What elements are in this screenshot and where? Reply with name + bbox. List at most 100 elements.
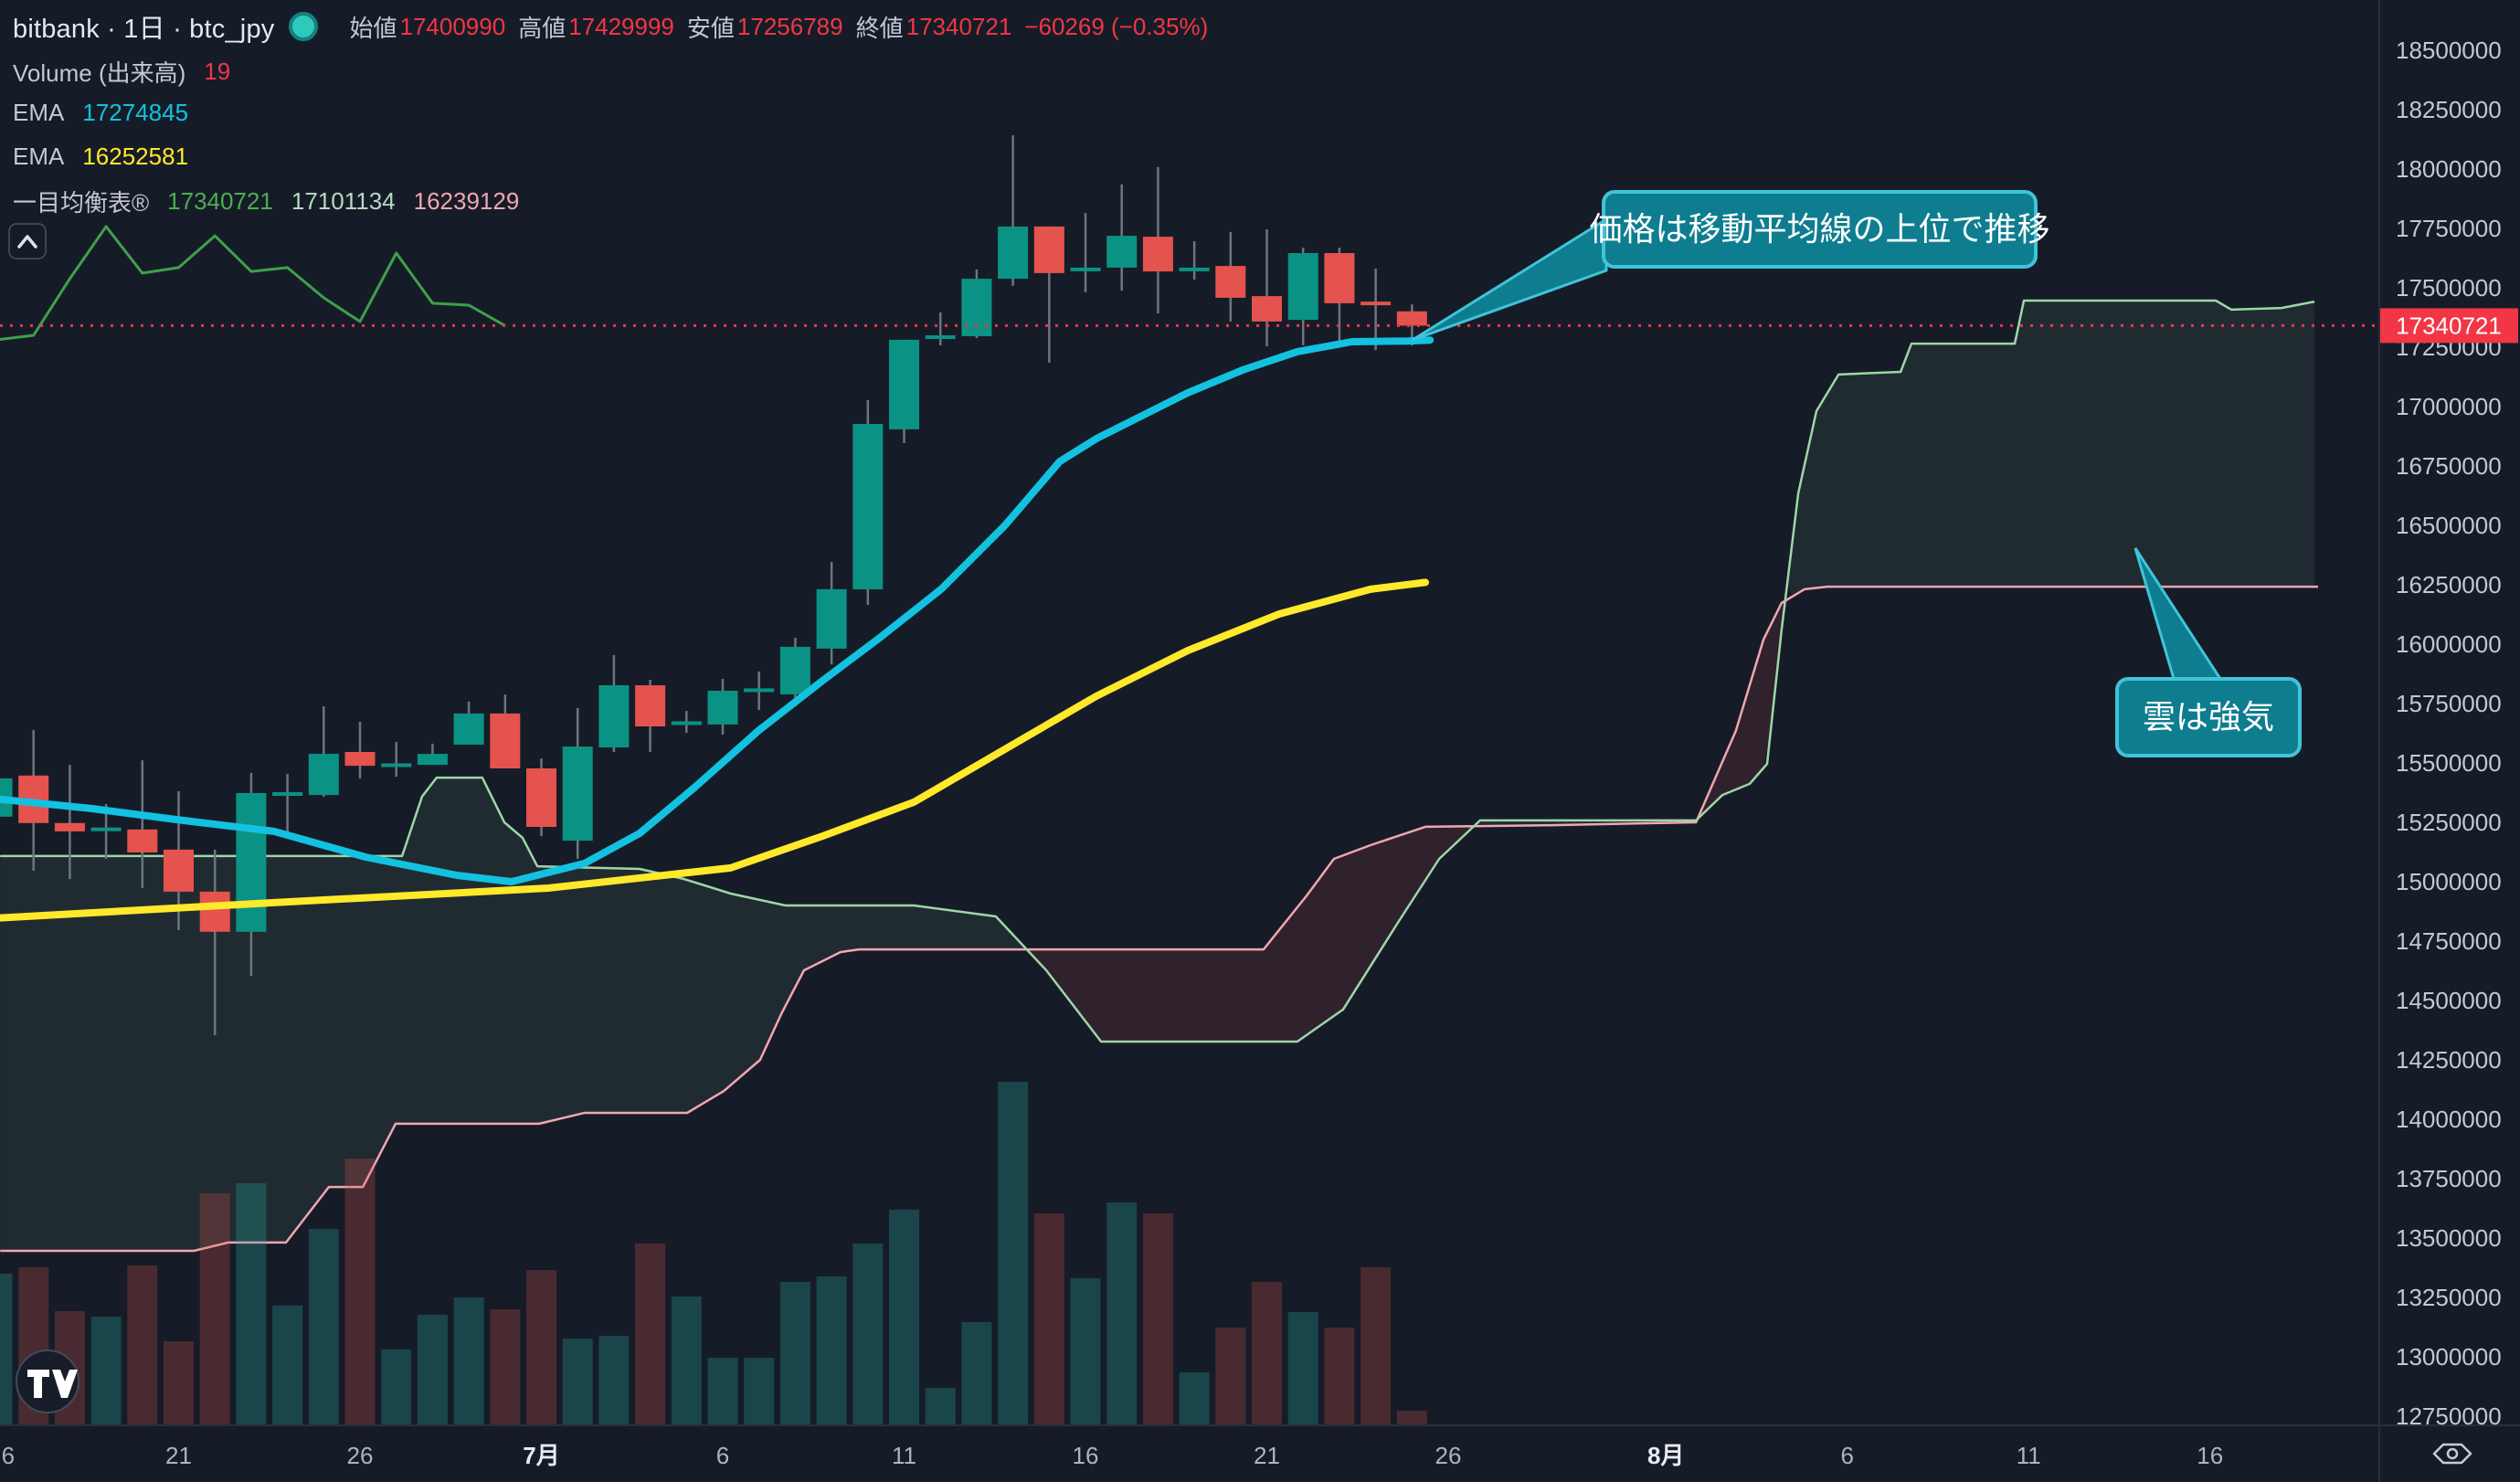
candle-down [1396,311,1427,326]
volume-bar [164,1341,194,1424]
high-label: 高値 [518,14,566,42]
low-label: 安値 [686,14,735,42]
ema-fast-line [0,336,1435,885]
collapse-button-frame [8,223,47,259]
price-axis-label: 13250000 [2396,1284,2502,1311]
candle-up [889,339,919,429]
volume-bar [1179,1372,1210,1424]
time-axis-label: 21 [1254,1442,1280,1469]
volume-value: 19 [204,58,231,85]
price-axis-label: 17000000 [2396,393,2502,420]
volume-bar [344,1159,376,1424]
candle-down [164,849,194,892]
ichimoku-cloud-bearish [1026,824,1477,1042]
symbol-title[interactable]: bitbank · 1日 · btc_jpy [13,15,275,44]
candle-down [199,891,230,932]
time-axis-label: 16 [1073,1442,1099,1469]
tradingview-logo[interactable] [16,1350,79,1413]
candle-up [671,721,702,725]
candle-down [1033,226,1064,273]
volume-bar [0,1274,13,1424]
time-axis-label: 11 [2017,1442,2041,1469]
volume-bar [635,1244,666,1424]
time-axis-label: 26 [347,1442,374,1469]
candle-up [308,754,339,796]
chart-header: bitbank · 1日 · btc_jpy 始値 17400990 高値 1742… [13,7,1208,46]
callout-box [2115,677,2302,757]
candle-up [1179,267,1210,271]
volume-bar [925,1388,956,1424]
low-value: 17256789 [736,12,843,40]
candle-up [417,754,448,766]
volume-bar [707,1358,738,1424]
price-axis-label: 15250000 [2396,809,2502,836]
candle-down [1142,237,1173,272]
volume-bar [961,1322,992,1424]
annotation-callout-0[interactable]: 価格は移動平均線の上位で推移 [1412,190,2050,342]
time-axis-label: 11 [892,1442,916,1469]
candle-up [598,685,630,748]
candle-down [490,713,521,768]
price-axis-label: 14000000 [2396,1106,2502,1133]
volume-bar [562,1339,593,1424]
legend-collapse-button[interactable] [8,223,47,259]
volume-bar [1324,1328,1355,1424]
volume-bar [1396,1411,1427,1424]
ichimoku-label: 一目均衡表® [13,189,150,217]
price-axis-label: 16750000 [2396,452,2502,480]
candle-up [381,763,412,767]
candle-up [925,335,956,339]
tv-logo-t-glyph [27,1370,49,1398]
last-price-badge-value: 17340721 [2396,312,2502,339]
candle-up [1106,236,1138,268]
volume-bar [1033,1213,1064,1424]
volume-bar [1142,1213,1173,1424]
price-axis-label: 15500000 [2396,749,2502,777]
ichimoku-senkou-b-value: 16239129 [413,187,520,215]
candle-down [1324,253,1355,303]
legend-ema-fast[interactable]: EMA 17274845 [13,99,188,127]
time-axis-label: 16 [2197,1442,2223,1469]
price-axis-label: 18500000 [2396,37,2502,64]
chevron-up-icon [17,235,37,249]
legend-volume[interactable]: Volume (出来高) 19 [13,55,230,89]
volume-bar [598,1336,630,1424]
close-value: 17340721 [905,12,1012,40]
volume-bar [417,1315,448,1424]
ema-slow-label: EMA [13,143,65,170]
high-value: 17429999 [568,12,674,40]
volume-bar [381,1350,412,1424]
time-axis-label: 21 [165,1442,192,1469]
change-value: −60269 (−0.35%) [1024,12,1209,40]
volume-bar [744,1358,775,1424]
candle-up [90,827,122,831]
volume-bar [1252,1282,1282,1424]
callout-text: 雲は強気 [2143,698,2274,736]
price-axis-label: 14250000 [2396,1046,2502,1074]
candle-down [127,829,158,852]
senkou-span-b-line [0,585,2318,1253]
candle-up [779,646,810,694]
volume-bar [1361,1267,1392,1424]
ema-fast-label: EMA [13,99,65,126]
candle-down [635,685,666,726]
annotation-callout-1[interactable]: 雲は強気 [2115,547,2302,757]
volume-bar [236,1183,267,1424]
price-axis[interactable]: 18500000 18250000 18000000 17750000 17500000… [2380,37,2518,1430]
time-axis[interactable]: 6 21 26 7月 6 11 16 21 26 8月 6 11 16 21 [2,1442,2405,1469]
candle-up [272,792,303,796]
candle-down [526,768,556,827]
symbol-logo-icon [289,12,319,41]
time-axis-label: 8月 [1647,1442,1684,1469]
legend-ichimoku[interactable]: 一目均衡表® 17340721 17101134 16239129 [13,185,519,218]
candle-up [707,691,738,725]
time-axis-label: 26 [1435,1442,1462,1469]
legend-ema-slow[interactable]: EMA 16252581 [13,143,188,171]
axis-settings-eye-icon[interactable] [2432,1443,2472,1465]
volume-bar [308,1229,339,1424]
eye-pupil [2446,1447,2459,1460]
time-axis-label: 7月 [523,1442,559,1469]
candle-down [1252,296,1282,322]
chikou-span-line [0,225,506,342]
